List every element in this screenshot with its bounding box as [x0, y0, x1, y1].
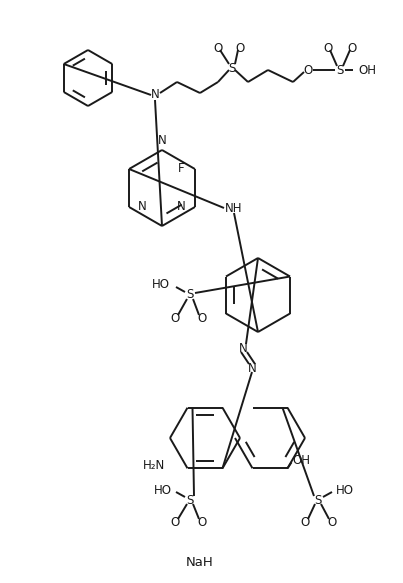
Text: S: S [186, 289, 194, 301]
Text: O: O [303, 64, 313, 76]
Text: O: O [170, 311, 180, 325]
Text: O: O [197, 515, 207, 529]
Text: N: N [138, 201, 147, 213]
Text: S: S [186, 493, 194, 507]
Text: NaH: NaH [186, 557, 214, 570]
Text: O: O [197, 311, 207, 325]
Text: N: N [151, 89, 159, 101]
Text: O: O [323, 41, 332, 54]
Text: HO: HO [154, 483, 172, 497]
Text: HO: HO [152, 279, 170, 292]
Text: HO: HO [336, 483, 354, 497]
Text: O: O [327, 515, 337, 529]
Text: S: S [229, 61, 236, 75]
Text: OH: OH [358, 64, 376, 76]
Text: N: N [177, 201, 186, 213]
Text: NH: NH [225, 202, 243, 215]
Text: O: O [235, 41, 245, 54]
Text: N: N [158, 134, 166, 146]
Text: N: N [239, 342, 247, 354]
Text: O: O [213, 41, 222, 54]
Text: F: F [178, 163, 184, 175]
Text: O: O [170, 515, 180, 529]
Text: S: S [337, 64, 344, 76]
Text: O: O [347, 41, 357, 54]
Text: H₂N: H₂N [143, 459, 166, 472]
Text: S: S [314, 493, 322, 507]
Text: O: O [300, 515, 310, 529]
Text: OH: OH [293, 454, 310, 467]
Text: N: N [247, 361, 256, 374]
